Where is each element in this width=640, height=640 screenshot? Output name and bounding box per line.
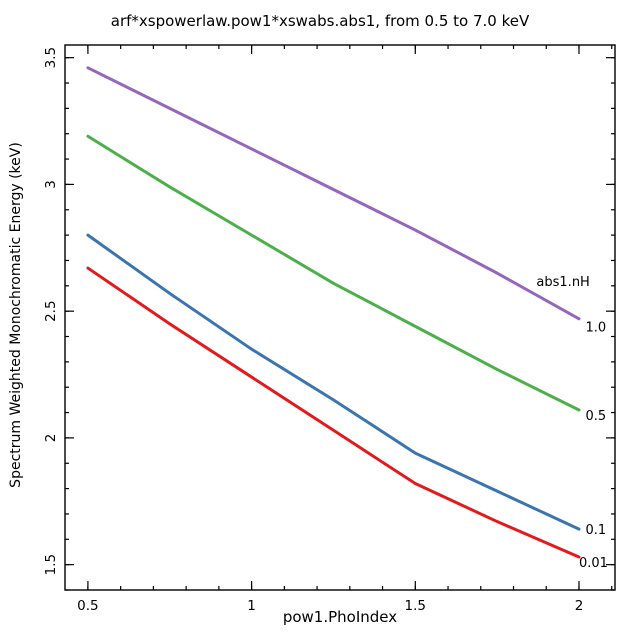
series-line-0.01 (86, 266, 581, 559)
axes-frame (64, 44, 616, 591)
y-axis-label: Spectrum Weighted Monochromatic Energy (… (8, 142, 24, 488)
y-tick-label: 1.5 (43, 554, 59, 575)
x-tick-label: 0.5 (77, 598, 98, 614)
series-line-0.5 (86, 134, 581, 412)
series-line-1.0 (86, 66, 581, 321)
series-value-label: 0.01 (579, 556, 608, 571)
series-line-0.1 (86, 233, 581, 531)
x-tick-label: 1.5 (405, 598, 426, 614)
y-tick-label: 2 (43, 434, 59, 443)
y-tick-label: 3.5 (43, 47, 59, 68)
y-tick-label: 2.5 (43, 300, 59, 321)
x-axis-label: pow1.PhoIndex (282, 608, 398, 626)
series-value-label: 1.0 (586, 320, 607, 335)
x-tick-label: 1 (247, 598, 256, 614)
chart-title: arf*xspowerlaw.pow1*xswabs.abs1, from 0.… (110, 12, 530, 30)
series-value-label: 0.1 (586, 523, 607, 538)
series-value-label: 0.5 (586, 409, 607, 424)
legend-title: abs1.nH (536, 275, 589, 290)
x-tick-label: 2 (575, 598, 584, 614)
y-tick-label: 3 (43, 180, 59, 189)
